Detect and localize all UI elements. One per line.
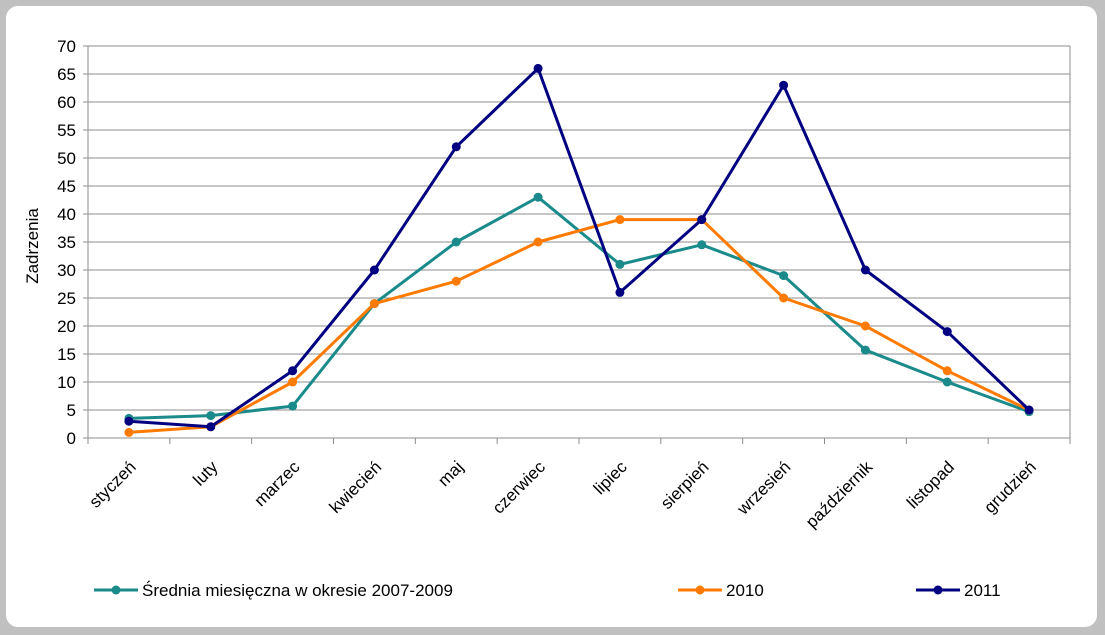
data-point xyxy=(206,411,216,421)
y-tick-label-70: 70 xyxy=(57,37,76,56)
y-tick-label-40: 40 xyxy=(57,205,76,224)
data-point xyxy=(288,377,298,387)
data-point xyxy=(533,192,543,202)
y-tick-label-30: 30 xyxy=(57,261,76,280)
legend-label-1: Średnia miesięczna w okresie 2007-2009 xyxy=(142,581,453,600)
data-point xyxy=(615,287,625,297)
x-tick-label-11: listopad xyxy=(903,457,958,512)
data-point xyxy=(369,299,379,309)
x-tick-label-7: lipiec xyxy=(590,457,631,498)
data-point xyxy=(779,271,789,281)
y-tick-label-15: 15 xyxy=(57,345,76,364)
y-tick-label-50: 50 xyxy=(57,149,76,168)
legend-label-2: 2010 xyxy=(726,581,764,600)
series-line-3 xyxy=(128,66,1031,429)
data-point xyxy=(533,237,543,247)
line-chart: 0 5 10 15 20 25 30 35 40 45 50 55 60 65 70 styczeń luty… xyxy=(23,37,1071,600)
data-point xyxy=(779,80,789,90)
data-point xyxy=(697,240,707,250)
legend-item-1: Średnia miesięczna w okresie 2007-2009 xyxy=(94,581,453,600)
data-point xyxy=(288,401,298,411)
grid-lines xyxy=(83,45,1070,439)
y-tick-label-20: 20 xyxy=(57,317,76,336)
x-tick-label-10: październik xyxy=(802,457,877,532)
legend-swatch-marker xyxy=(933,585,943,595)
legend-label-3: 2011 xyxy=(964,581,1001,600)
data-point xyxy=(206,422,216,432)
chart-frame: 0 5 10 15 20 25 30 35 40 45 50 55 60 65 70 styczeń luty… xyxy=(6,6,1097,627)
legend-item-2: 2010 xyxy=(678,581,764,600)
series-line-2 xyxy=(128,218,1030,434)
x-tick-label-2: luty xyxy=(189,457,221,489)
x-tick-label-1: styczeń xyxy=(86,457,140,511)
series-3 xyxy=(124,63,1034,432)
x-tick-label-5: maj xyxy=(434,457,467,490)
y-tick-label-25: 25 xyxy=(57,289,76,308)
y-tick-label-65: 65 xyxy=(57,65,76,84)
data-point xyxy=(697,215,707,225)
data-point xyxy=(1024,405,1034,415)
y-tick-label-35: 35 xyxy=(57,233,76,252)
data-point xyxy=(124,427,134,437)
data-point xyxy=(451,237,461,247)
y-axis-ticks: 0 5 10 15 20 25 30 35 40 45 50 55 60 65 70 xyxy=(57,37,76,448)
data-point xyxy=(615,259,625,269)
data-point xyxy=(288,366,298,376)
data-point xyxy=(451,142,461,152)
legend: Średnia miesięczna w okresie 2007-2009 20… xyxy=(94,581,1001,600)
data-point xyxy=(124,416,134,426)
data-point xyxy=(860,265,870,275)
data-point xyxy=(369,265,379,275)
series-1 xyxy=(124,192,1034,423)
y-tick-label-5: 5 xyxy=(67,401,76,420)
legend-item-3: 2011 xyxy=(916,581,1001,600)
y-tick-label-60: 60 xyxy=(57,93,76,112)
x-tick-label-9: wrzesień xyxy=(733,457,795,519)
data-point xyxy=(451,276,461,286)
y-tick-label-55: 55 xyxy=(57,121,76,140)
y-axis-label: Zadrzenia xyxy=(23,208,42,284)
data-point xyxy=(615,215,625,225)
data-point xyxy=(860,321,870,331)
x-tick-label-12: grudzień xyxy=(980,457,1040,517)
x-tick-label-4: kwiecień xyxy=(326,457,386,517)
y-tick-label-45: 45 xyxy=(57,177,76,196)
series-group xyxy=(124,63,1034,437)
x-tick-label-8: sierpień xyxy=(657,457,713,513)
data-point xyxy=(779,293,789,303)
data-point xyxy=(860,345,870,355)
data-point xyxy=(942,366,952,376)
legend-swatch-marker xyxy=(695,585,705,595)
data-point xyxy=(942,327,952,337)
x-axis-ticks: styczeń luty marzec kwiecień maj czerwiec lipi… xyxy=(86,438,1071,532)
x-tick-label-3: marzec xyxy=(251,457,304,510)
data-point xyxy=(533,63,543,73)
x-tick-label-6: czerwiec xyxy=(489,457,550,518)
data-point xyxy=(942,377,952,387)
y-tick-label-10: 10 xyxy=(57,373,76,392)
legend-swatch-marker xyxy=(111,585,121,595)
y-tick-label-0: 0 xyxy=(67,429,76,448)
